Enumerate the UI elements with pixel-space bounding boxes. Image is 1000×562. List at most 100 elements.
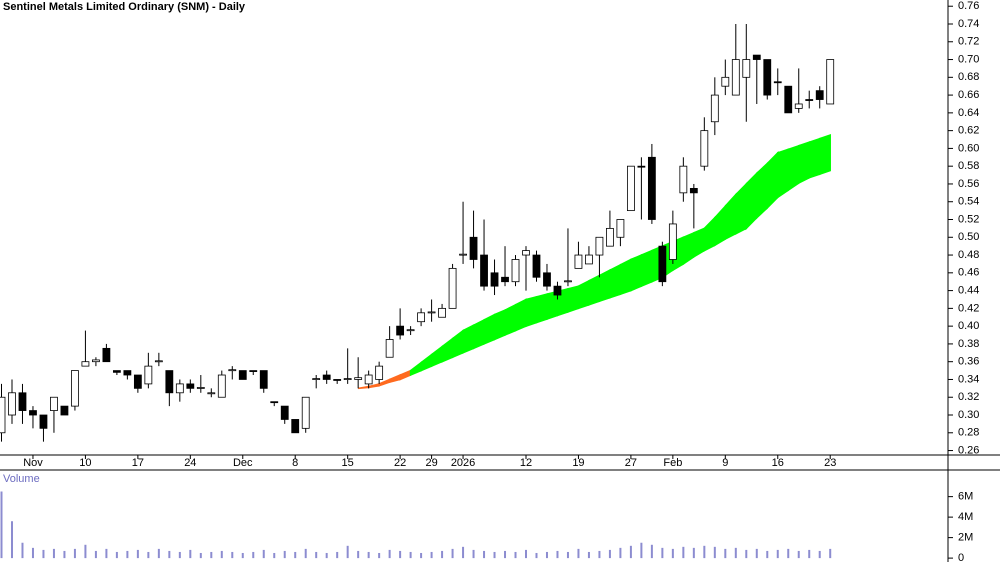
volume-bar: [0, 491, 3, 559]
volume-bar: [84, 544, 87, 559]
candle-body: [406, 329, 415, 332]
ma-band: [777, 148, 789, 199]
volume-bar: [451, 548, 454, 559]
volume-bar: [640, 542, 643, 559]
candle-body: [228, 369, 237, 372]
ma-band: [756, 161, 769, 220]
candle-body: [826, 59, 835, 105]
candle-body: [595, 236, 604, 256]
y-tick-label: 0: [958, 552, 964, 562]
ma-band: [630, 253, 643, 292]
y-tick-label: 0.62: [958, 125, 979, 137]
x-tick-label: 24: [184, 457, 196, 469]
x-tick-label: 17: [132, 457, 144, 469]
candle-body: [689, 187, 698, 194]
volume-bar: [367, 551, 370, 559]
volume-bar: [462, 546, 465, 559]
y-tick-label: 0.52: [958, 213, 979, 225]
candle-body: [102, 347, 111, 363]
y-tick-label: 0.68: [958, 71, 979, 83]
volume-bar: [671, 548, 674, 559]
candle-body: [647, 156, 656, 220]
y-tick-label: 0.44: [958, 285, 979, 297]
volume-bar: [189, 549, 192, 559]
volume-bar: [252, 551, 255, 559]
volume-bar: [388, 549, 391, 559]
volume-bar: [231, 551, 234, 559]
candle-body: [742, 59, 751, 78]
volume-bar: [797, 550, 800, 559]
ma-band: [797, 141, 810, 185]
volume-bar: [703, 545, 706, 559]
candle-body: [364, 374, 373, 385]
candle-body: [815, 90, 824, 100]
candle-body: [522, 250, 530, 256]
candle-body: [196, 387, 205, 389]
candle-body: [291, 419, 300, 434]
volume-bar: [692, 547, 695, 559]
volume-bar: [283, 550, 286, 559]
candle-body: [427, 311, 436, 314]
volume-bar: [682, 546, 685, 559]
candle-body: [794, 103, 803, 109]
candle-body: [18, 392, 27, 411]
volume-bar: [472, 549, 475, 559]
candle-body: [238, 370, 247, 380]
x-tick-label: 22: [394, 457, 406, 469]
volume-bar: [441, 550, 444, 559]
volume-bar: [136, 549, 139, 559]
y-tick-label: 0.58: [958, 160, 979, 172]
candle-body: [627, 165, 635, 212]
volume-bar: [545, 551, 548, 559]
ma-band: [546, 290, 559, 321]
volume-bar: [525, 549, 527, 559]
candle-body: [773, 81, 782, 84]
candle-body: [60, 405, 69, 416]
volume-bar: [220, 550, 223, 559]
volume-bar: [650, 544, 653, 559]
ma-band: [493, 309, 506, 341]
candle-body: [270, 401, 279, 404]
volume-bar: [566, 551, 569, 559]
candle-body: [29, 410, 37, 416]
volume-bar: [178, 551, 181, 559]
y-tick-label: 0.46: [958, 267, 979, 279]
candle-body: [175, 383, 184, 394]
volume-bar: [755, 548, 758, 559]
volume-bar: [409, 551, 412, 559]
candle-body: [50, 396, 58, 411]
volume-bar: [430, 551, 433, 559]
volume-bar: [168, 550, 171, 559]
candle-body: [721, 76, 730, 87]
ma-band: [514, 298, 527, 332]
candle-body: [480, 254, 488, 287]
candle-body: [154, 360, 163, 363]
candle-body: [805, 99, 814, 101]
volume-bar: [577, 548, 580, 559]
volume-bar: [31, 547, 34, 559]
candle-body: [322, 374, 331, 380]
x-tick-label: 23: [824, 457, 836, 469]
volume-bar: [493, 551, 496, 559]
candle-body: [532, 254, 541, 278]
candle-body: [207, 392, 216, 395]
y-tick-label: 4M: [958, 511, 973, 523]
y-tick-label: 0.70: [958, 53, 979, 65]
volume-title: Volume: [3, 473, 40, 485]
volume-bar: [52, 548, 55, 559]
y-tick-label: 0.34: [958, 373, 979, 385]
volume-bar: [378, 552, 381, 559]
candle-body: [574, 254, 583, 269]
candle-body: [553, 285, 562, 296]
volume-bar: [608, 549, 611, 559]
y-tick-label: 2M: [958, 532, 973, 544]
ma-band: [808, 137, 821, 179]
candle-body: [438, 307, 446, 318]
candle-body: [354, 377, 363, 380]
ma-band: [567, 285, 580, 313]
volume-bar: [42, 549, 45, 559]
volume-bar: [598, 550, 601, 559]
candle-body: [700, 130, 709, 167]
